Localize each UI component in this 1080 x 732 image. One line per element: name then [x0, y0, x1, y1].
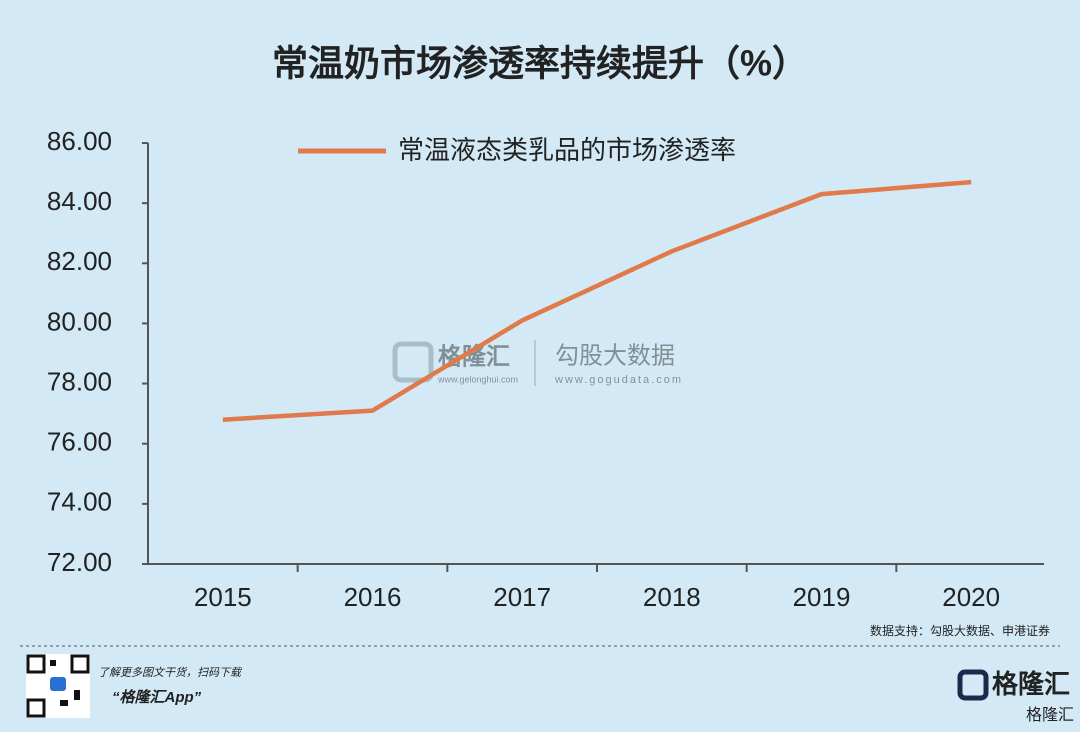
data-line	[222, 179, 972, 422]
y-tick-label: 82.00	[47, 246, 112, 276]
qr-dot	[60, 700, 68, 706]
x-tick-label: 2016	[344, 582, 402, 612]
y-tick-label: 78.00	[47, 366, 112, 396]
qr-finder	[26, 654, 46, 674]
qr-dot	[50, 660, 56, 666]
x-tick-label: 2019	[793, 582, 851, 612]
corner-watermark: 格隆汇	[1026, 706, 1074, 724]
y-tick-label: 84.00	[47, 186, 112, 216]
y-tick-label: 76.00	[47, 427, 112, 457]
source-note: 数据支持：勾股大数据、申港证券	[870, 623, 1050, 638]
footer-logo-icon	[957, 669, 989, 701]
y-tick-label: 74.00	[47, 487, 112, 517]
watermark-partner: 勾股大数据	[555, 342, 675, 369]
watermark-partner-url: www.gogudata.com	[554, 374, 683, 386]
chart-title: 常温奶市场渗透率持续提升（%）	[272, 43, 808, 84]
legend-label: 常温液态类乳品的市场渗透率	[398, 135, 736, 165]
x-tick-label: 2017	[493, 582, 551, 612]
y-tick-label: 72.00	[47, 547, 112, 577]
watermark-url: www.gelonghui.com	[437, 374, 518, 384]
x-tick-label: 2018	[643, 582, 701, 612]
footer-prompt: 了解更多图文干货，扫码下载	[98, 666, 243, 679]
y-tick-label: 80.00	[47, 306, 112, 336]
qr-finder	[26, 698, 46, 718]
footer-app: “格隆汇App”	[112, 689, 202, 706]
footer-brand: 格隆汇	[992, 669, 1070, 699]
watermark-logo	[392, 341, 434, 383]
qr-logo	[50, 677, 66, 691]
x-tick-label: 2020	[942, 582, 1000, 612]
x-tick-label: 2015	[194, 582, 252, 612]
y-tick-label: 86.00	[47, 126, 112, 156]
qr-dot	[74, 690, 80, 700]
qr-finder	[70, 654, 90, 674]
qr-code	[26, 654, 90, 718]
